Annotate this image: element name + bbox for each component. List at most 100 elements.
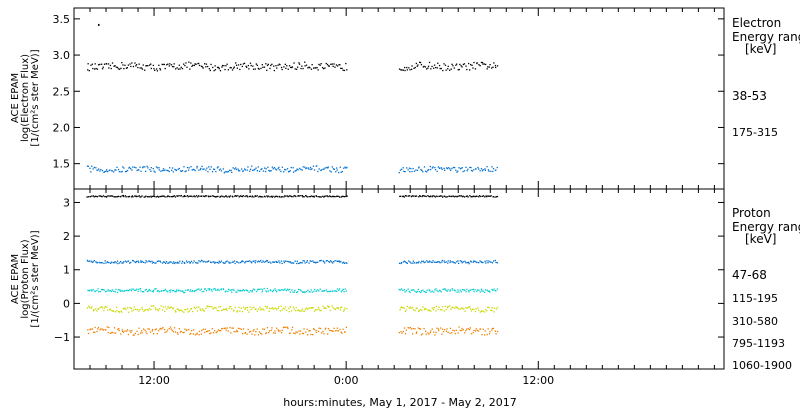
data-point xyxy=(113,332,115,334)
data-point xyxy=(203,260,205,263)
data-point xyxy=(428,195,430,198)
proton-legend-115-195: 115-195 xyxy=(732,292,778,305)
data-point xyxy=(437,166,439,168)
data-point xyxy=(468,306,470,309)
data-point xyxy=(459,329,461,332)
data-point xyxy=(424,195,426,197)
data-point xyxy=(189,333,191,335)
data-point xyxy=(283,261,285,264)
data-point xyxy=(250,330,252,333)
data-point xyxy=(466,328,468,330)
data-point xyxy=(474,196,476,198)
data-point xyxy=(257,308,260,310)
data-point xyxy=(222,168,224,170)
data-point xyxy=(235,168,237,171)
data-point xyxy=(416,169,419,171)
data-point xyxy=(198,64,201,67)
data-point xyxy=(127,333,130,336)
data-point xyxy=(331,305,333,307)
data-point xyxy=(487,195,489,197)
data-point xyxy=(260,332,262,334)
xtick-label: 0:00 xyxy=(334,374,359,387)
data-point xyxy=(94,291,96,293)
data-point xyxy=(234,195,236,197)
data-point xyxy=(465,65,467,67)
data-point xyxy=(468,291,470,293)
data-point xyxy=(446,167,448,169)
data-point xyxy=(422,171,424,173)
data-point xyxy=(329,195,331,197)
data-point xyxy=(249,195,252,197)
ytick-label: 3.5 xyxy=(53,13,71,26)
data-point xyxy=(229,195,232,197)
data-point xyxy=(226,63,228,65)
data-point xyxy=(402,261,405,263)
data-point xyxy=(115,306,118,308)
data-point xyxy=(224,262,226,264)
data-point xyxy=(408,327,410,329)
data-point xyxy=(183,291,185,294)
data-point xyxy=(157,260,160,262)
data-point xyxy=(476,289,479,291)
data-point xyxy=(310,260,312,262)
data-point xyxy=(491,166,493,168)
data-point xyxy=(193,260,195,262)
data-point xyxy=(158,64,160,66)
data-point xyxy=(129,306,131,309)
data-point xyxy=(123,167,125,169)
data-point xyxy=(99,170,101,172)
data-point xyxy=(461,289,464,291)
data-point xyxy=(225,195,227,197)
data-point xyxy=(230,262,232,264)
data-point xyxy=(254,308,256,310)
data-point xyxy=(461,66,463,68)
data-point xyxy=(121,170,123,173)
data-point xyxy=(438,64,441,67)
data-point xyxy=(317,306,320,309)
data-point xyxy=(430,291,432,293)
data-point xyxy=(210,289,213,291)
data-point xyxy=(124,64,126,66)
data-point xyxy=(462,170,464,173)
data-point xyxy=(259,195,261,197)
data-point xyxy=(420,291,422,294)
data-point xyxy=(236,311,238,313)
data-point xyxy=(451,288,453,290)
data-point xyxy=(151,262,154,264)
data-point xyxy=(482,290,484,292)
data-point xyxy=(107,170,109,173)
data-point xyxy=(91,195,93,197)
data-point xyxy=(153,333,155,335)
data-point xyxy=(436,170,438,173)
data-point xyxy=(151,330,153,332)
data-point xyxy=(474,330,477,332)
data-point xyxy=(122,64,124,66)
data-point xyxy=(169,167,171,169)
data-point xyxy=(405,195,407,197)
data-point xyxy=(183,166,185,168)
data-point xyxy=(104,171,106,173)
data-point xyxy=(197,196,199,198)
data-point xyxy=(481,310,483,313)
data-point xyxy=(87,63,89,65)
data-point xyxy=(111,289,113,291)
data-point xyxy=(415,307,417,309)
data-point xyxy=(340,307,342,309)
data-point xyxy=(450,68,452,70)
data-point xyxy=(151,260,153,262)
data-point xyxy=(246,289,248,291)
data-point xyxy=(463,196,466,198)
data-point xyxy=(192,168,194,171)
proton-ylabel-line3: [1/(cm²s ster MeV)] xyxy=(30,230,41,327)
data-point xyxy=(125,67,128,69)
data-point-outlier xyxy=(98,23,100,26)
data-point xyxy=(436,261,438,263)
data-point xyxy=(432,195,434,197)
data-point xyxy=(289,332,291,334)
data-point xyxy=(124,260,127,262)
data-point xyxy=(153,68,155,70)
data-point xyxy=(118,311,121,313)
data-point xyxy=(275,65,277,67)
data-point xyxy=(128,195,131,198)
data-point xyxy=(199,308,201,310)
